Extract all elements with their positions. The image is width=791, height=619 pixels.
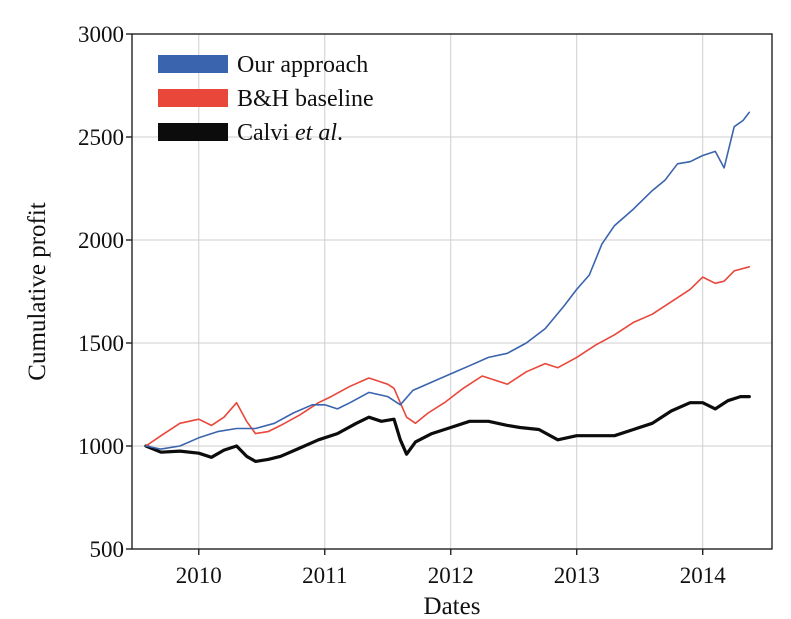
- x-tick-label: 2013: [554, 563, 600, 588]
- x-tick-label: 2011: [302, 563, 347, 588]
- y-tick-label: 500: [90, 537, 125, 562]
- y-tick-label: 2500: [78, 125, 124, 150]
- legend-label: Our approach: [237, 52, 368, 78]
- series-lines: [144, 111, 751, 463]
- x-tick-label: 2014: [680, 563, 727, 588]
- y-tick-label: 2000: [78, 228, 124, 253]
- legend-label-part: Calvi: [237, 120, 295, 146]
- series-line-1: [145, 266, 751, 447]
- legend-swatch: [158, 55, 228, 73]
- legend-label-part: Our approach: [237, 52, 368, 78]
- legend-label-part: B&H baseline: [237, 86, 374, 112]
- y-axis-label: Cumulative profit: [24, 202, 51, 380]
- grid: [132, 33, 772, 550]
- legend-label: B&H baseline: [237, 86, 374, 112]
- y-tick-label: 3000: [78, 22, 124, 47]
- legend-swatch: [158, 123, 228, 141]
- plot-frame: [131, 33, 773, 550]
- y-tick-label: 1500: [78, 331, 124, 356]
- legend-label: Calvi et al.: [237, 120, 343, 146]
- series-line-2: [144, 395, 751, 463]
- x-axis-label: Dates: [424, 593, 481, 619]
- x-tick-label: 2010: [176, 563, 222, 588]
- legend-label-part: .: [337, 120, 343, 146]
- legend: Our approach B&H baseline Calvi et al.: [158, 52, 374, 146]
- y-tick-label: 1000: [78, 434, 124, 459]
- series-line-0: [145, 111, 751, 450]
- legend-label-part: et al: [295, 120, 337, 146]
- axis-ticks: 500 1000 1500 2000 2500 3000 2010 2011 2012 2013 2…: [78, 22, 726, 588]
- x-tick-label: 2012: [428, 563, 474, 588]
- legend-swatch: [158, 89, 228, 107]
